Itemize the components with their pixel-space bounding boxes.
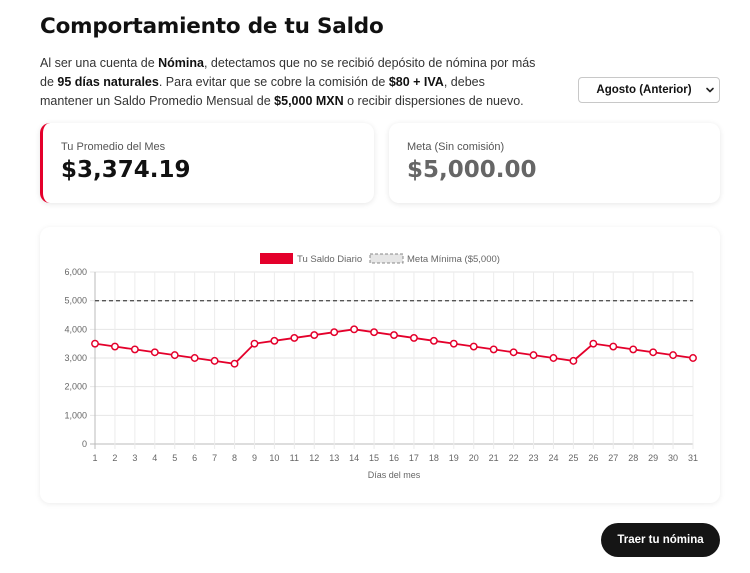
daily-balance-point[interactable] (290, 333, 299, 342)
daily-balance-point[interactable] (350, 325, 359, 334)
daily-balance-point[interactable] (310, 331, 319, 340)
daily-balance-point[interactable] (370, 328, 379, 337)
daily-balance-point[interactable] (469, 342, 478, 351)
legend-swatch-goal[interactable] (369, 253, 404, 264)
x-tick-label: 29 (648, 453, 658, 463)
x-tick-label: 19 (449, 453, 459, 463)
description-emphasis: $5,000 MXN (274, 94, 344, 108)
daily-balance-point[interactable] (270, 336, 279, 345)
x-tick-label: 25 (568, 453, 578, 463)
daily-balance-point[interactable] (390, 331, 398, 340)
x-tick-label: 12 (309, 453, 319, 463)
y-tick-label: 5,000 (64, 296, 87, 306)
x-tick-label: 22 (509, 453, 519, 463)
daily-balance-point[interactable] (110, 342, 119, 351)
x-tick-label: 10 (269, 453, 279, 463)
y-tick-label: 0 (82, 439, 87, 449)
daily-balance-point[interactable] (649, 348, 658, 357)
daily-balance-point[interactable] (91, 339, 99, 348)
x-tick-label: 13 (329, 453, 339, 463)
x-tick-label: 28 (628, 453, 638, 463)
daily-balance-point[interactable] (409, 333, 418, 342)
daily-balance-point[interactable] (489, 345, 498, 354)
x-tick-label: 9 (252, 453, 257, 463)
average-balance-value: $3,374.19 (61, 157, 191, 183)
x-tick-label: 21 (489, 453, 499, 463)
daily-balance-point[interactable] (689, 354, 697, 362)
y-tick-label: 1,000 (64, 410, 87, 420)
x-tick-label: 7 (212, 453, 217, 463)
daily-balance-point[interactable] (250, 339, 259, 348)
goal-label: Meta (Sin comisión) (407, 141, 505, 153)
y-tick-label: 6,000 (64, 267, 87, 277)
description-text: Al ser una cuenta de (40, 56, 159, 70)
description-text: o recibir dispersiones de nuevo. (343, 94, 524, 108)
balance-chart-card: 0 1,000 2,000 3,000 4,000 5,000 6,000 1 2 3 4 5 6 7 8 9… (40, 227, 720, 503)
page-title: Comportamiento de tu Saldo (40, 14, 384, 39)
y-tick-label: 3,000 (64, 353, 87, 363)
average-balance-card: Tu Promedio del Mes $3,374.19 (40, 123, 374, 203)
legend-swatch-daily-balance[interactable] (260, 253, 293, 264)
period-select[interactable]: Agosto (Anterior) (578, 77, 720, 103)
period-select-value: Agosto (Anterior) (596, 84, 692, 96)
legend-label-daily-balance[interactable]: Tu Saldo Diario (297, 254, 362, 265)
x-tick-label: 24 (548, 453, 558, 463)
x-tick-label: 30 (668, 453, 678, 463)
daily-balance-point[interactable] (210, 356, 219, 365)
goal-value: $5,000.00 (407, 157, 537, 183)
x-tick-label: 20 (469, 453, 479, 463)
x-axis-title: Días del mes (368, 470, 421, 480)
daily-balance-point[interactable] (669, 351, 678, 360)
daily-balance-point[interactable] (170, 351, 179, 360)
x-tick-label: 11 (290, 453, 299, 463)
daily-balance-point[interactable] (190, 354, 199, 362)
x-tick-label: 18 (429, 453, 439, 463)
x-tick-label: 23 (529, 453, 539, 463)
x-tick-label: 17 (409, 453, 419, 463)
description-emphasis: Nómina (158, 56, 204, 70)
daily-balance-point[interactable] (549, 354, 558, 362)
y-tick-label: 2,000 (64, 382, 87, 392)
x-tick-label: 16 (389, 453, 399, 463)
description-emphasis: $80 + IVA (388, 75, 444, 89)
x-tick-label: 27 (608, 453, 618, 463)
daily-balance-point[interactable] (130, 345, 139, 354)
daily-balance-point[interactable] (150, 348, 159, 357)
daily-balance-point[interactable] (629, 345, 638, 354)
chevron-down-icon (701, 85, 719, 95)
description-text: , debes mantener un Saldo Promedio Mensu… (40, 75, 485, 108)
description-text: , detectamos que no se recibió depósito … (40, 56, 536, 89)
y-tick-label: 4,000 (64, 324, 87, 334)
daily-balance-point[interactable] (429, 336, 438, 345)
daily-balance-point[interactable] (529, 351, 538, 360)
average-balance-label: Tu Promedio del Mes (61, 141, 166, 153)
x-tick-label: 26 (588, 453, 598, 463)
x-tick-label: 5 (172, 453, 177, 463)
daily-balance-point[interactable] (569, 356, 578, 365)
daily-balance-point[interactable] (230, 359, 239, 368)
bring-payroll-button[interactable]: Traer tu nómina (601, 523, 720, 557)
description-text: . Para evitar que se cobre la comisión d… (158, 75, 389, 89)
legend-label-goal[interactable]: Meta Mínima ($5,000) (407, 254, 500, 265)
x-tick-label: 2 (112, 453, 117, 463)
x-tick-label: 1 (92, 453, 97, 463)
x-tick-label: 31 (688, 453, 698, 463)
x-tick-label: 8 (232, 453, 237, 463)
daily-balance-point[interactable] (609, 342, 618, 351)
x-tick-label: 15 (369, 453, 379, 463)
x-tick-label: 4 (152, 453, 157, 463)
daily-balance-point[interactable] (330, 328, 339, 337)
goal-card: Meta (Sin comisión) $5,000.00 (389, 123, 720, 203)
x-tick-label: 14 (349, 453, 359, 463)
page-description: Al ser una cuenta de Nómina, detectamos … (40, 54, 540, 111)
daily-balance-point[interactable] (449, 339, 458, 348)
x-tick-label: 3 (132, 453, 137, 463)
x-tick-label: 6 (192, 453, 197, 463)
description-emphasis: 95 días naturales (57, 75, 159, 89)
daily-balance-point[interactable] (589, 339, 598, 348)
daily-balance-point[interactable] (509, 348, 518, 357)
